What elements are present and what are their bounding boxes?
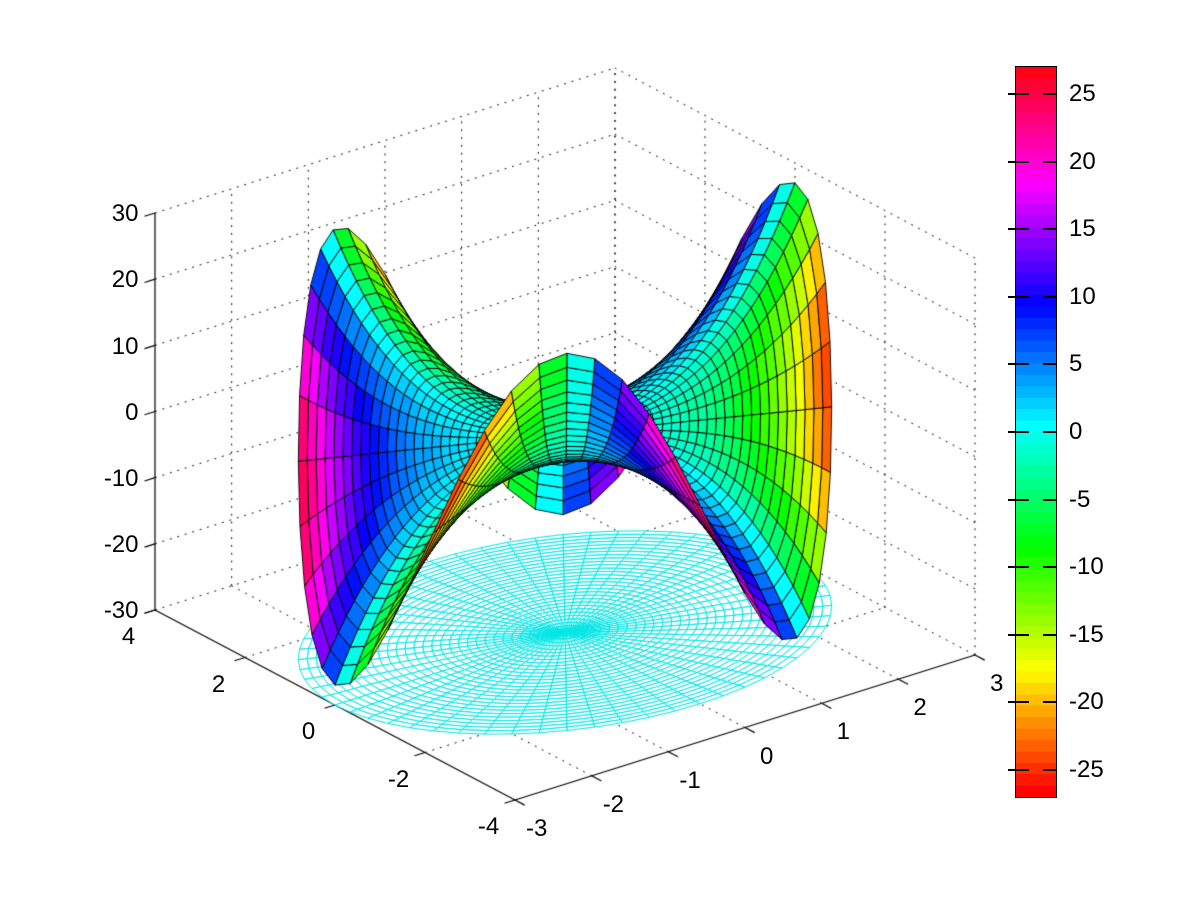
colorbar-tick-label: 20	[1069, 147, 1096, 175]
z-tick-label: 30	[111, 200, 139, 228]
colorbar-tick-label: -10	[1069, 553, 1104, 581]
x-tick-label: 1	[836, 718, 851, 746]
colorbar-tick	[1043, 363, 1056, 366]
colorbar-tick	[1043, 701, 1056, 704]
colorbar-tick-label: 5	[1069, 350, 1083, 378]
colorbar-tick	[1043, 633, 1056, 636]
colorbar-tick	[1008, 431, 1029, 433]
x-tick-label: -1	[679, 766, 701, 794]
colorbar-tick	[1008, 228, 1029, 231]
x-tick-label: -3	[526, 815, 548, 843]
colorbar-tick	[1043, 768, 1056, 771]
colorbar-tick-label: 15	[1069, 215, 1096, 243]
colorbar-tick	[1008, 566, 1029, 569]
colorbar-tick	[1043, 160, 1056, 163]
x-tick-label: 2	[913, 694, 927, 722]
colorbar-tick	[1008, 498, 1029, 501]
colorbar-tick-label: 0	[1069, 418, 1083, 445]
colorbar-tick	[1008, 768, 1029, 771]
z-tick-label: -20	[103, 531, 139, 559]
x-tick-label: 0	[760, 742, 774, 770]
colorbar-tick	[1008, 295, 1029, 298]
z-tick-label: -30	[103, 597, 139, 625]
colorbar-tick	[1043, 498, 1056, 501]
colorbar-tick-label: -25	[1069, 755, 1104, 783]
y-tick-label: 2	[211, 670, 226, 698]
colorbar-tick	[1043, 566, 1056, 569]
x-tick-label: 3	[990, 670, 1004, 698]
y-tick-label: 4	[121, 623, 136, 651]
z-tick-label: -10	[103, 464, 139, 492]
colorbar-tick	[1043, 228, 1056, 231]
colorbar-tick	[1043, 93, 1056, 96]
y-tick-label: -4	[477, 813, 500, 841]
colorbar-tick-label: 10	[1069, 282, 1096, 310]
colorbar-tick	[1043, 295, 1056, 298]
colorbar-tick-label: 25	[1069, 80, 1096, 108]
x-tick-label: -2	[602, 790, 625, 818]
colorbar-tick	[1043, 431, 1056, 433]
y-tick-label: -2	[387, 765, 410, 793]
z-tick-label: 0	[125, 398, 139, 426]
z-tick-label: 20	[111, 266, 139, 294]
colorbar-tick-label: -20	[1069, 688, 1104, 716]
colorbar: -25 -20 -15 -10 -5 0 5 10 15 20 25	[1008, 66, 1104, 798]
colorbar-tick-label: -5	[1069, 485, 1091, 513]
colorbar-tick	[1008, 93, 1029, 96]
y-tick-label: 0	[301, 718, 316, 746]
colorbar-tick	[1008, 160, 1029, 163]
colorbar-tick-label: -15	[1069, 620, 1104, 648]
colorbar-tick	[1008, 701, 1029, 704]
z-tick-label: 10	[111, 332, 139, 360]
colorbar-tick	[1008, 363, 1029, 366]
colorbar-tick	[1008, 633, 1029, 636]
